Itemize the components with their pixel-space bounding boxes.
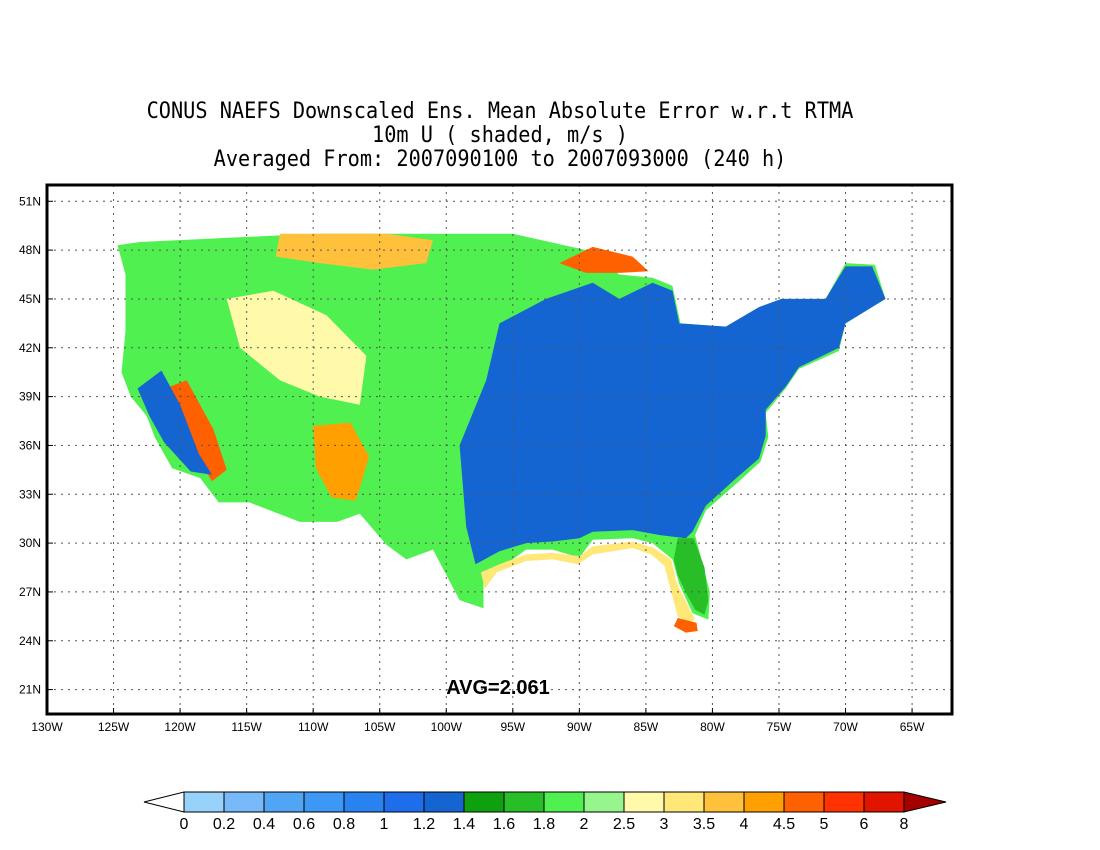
region-florida-keys-hotspot <box>673 618 698 633</box>
colorbar-label: 0.2 <box>213 816 235 833</box>
lon-tick-label: 105W <box>364 720 396 734</box>
map-frame-border <box>45 183 954 716</box>
colorbar-under-arrow <box>143 791 185 813</box>
colorbar-label: 0.4 <box>253 816 275 833</box>
title-line-3: Averaged From: 2007090100 to 2007093000 … <box>213 147 787 172</box>
colorbar-over-arrow <box>903 791 947 813</box>
colorbar-label: 0 <box>180 816 189 833</box>
colorbar-label: 1 <box>380 816 389 833</box>
lon-tick-label: 65W <box>900 720 925 734</box>
colorbar-box <box>183 791 225 813</box>
lon-tick-label: 100W <box>431 720 463 734</box>
colorbar-label: 8 <box>900 816 909 833</box>
colorbar-box <box>783 791 825 813</box>
lon-tick-label: 115W <box>231 720 262 734</box>
lon-tick-label: 120W <box>164 720 196 734</box>
region-rockies-mixed <box>226 290 367 405</box>
colorbar-label: 3 <box>660 816 669 833</box>
map-border <box>45 183 954 716</box>
colorbar-box <box>863 791 905 813</box>
colorbar-label: 2.5 <box>613 816 635 833</box>
lat-tick-label: 33N <box>19 487 41 501</box>
colorbar-box <box>503 791 545 813</box>
title-line-2: 10m U ( shaded, m/s ) <box>372 123 628 148</box>
lon-tick-label: 95W <box>500 720 525 734</box>
title-block: CONUS NAEFS Downscaled Ens. Mean Absolut… <box>0 100 1000 172</box>
colorbar-box <box>303 791 345 813</box>
colorbar-box <box>263 791 305 813</box>
colorbar-box <box>423 791 465 813</box>
colorbar-label: 0.8 <box>333 816 355 833</box>
colorbar-box <box>543 791 585 813</box>
lon-tick-label: 90W <box>567 720 592 734</box>
region-four-corners-hotspot <box>313 422 370 501</box>
colorbar-label: 1.2 <box>413 816 435 833</box>
colorbar-box <box>663 791 705 813</box>
colorbar-label: 5 <box>820 816 829 833</box>
colorbar-box <box>703 791 745 813</box>
colorbar-label: 6 <box>860 816 869 833</box>
lon-tick-label: 125W <box>98 720 130 734</box>
colorbar-label: 4.5 <box>773 816 795 833</box>
avg-label: AVG=2.061 <box>446 677 550 699</box>
colorbar-box <box>463 791 505 813</box>
lon-tick-label: 75W <box>767 720 792 734</box>
colorbar-boxes <box>143 791 947 813</box>
region-lake-superior-hotspot <box>559 246 649 273</box>
lon-tick-label: 110W <box>298 720 329 734</box>
colorbar-label: 1.8 <box>533 816 555 833</box>
lat-tick-label: 39N <box>19 390 41 404</box>
colorbar-box <box>743 791 785 813</box>
lat-tick-label: 27N <box>19 585 41 599</box>
colorbar-box <box>583 791 625 813</box>
lat-tick-label: 51N <box>19 194 41 208</box>
title-line-1: CONUS NAEFS Downscaled Ens. Mean Absolut… <box>146 99 854 124</box>
colorbar-label: 0.6 <box>293 816 315 833</box>
lat-tick-label: 48N <box>19 243 41 257</box>
colorbar-label: 2 <box>580 816 589 833</box>
region-montana-band <box>275 233 433 270</box>
colorbar-box <box>223 791 265 813</box>
lon-tick-label: 130W <box>31 720 63 734</box>
lat-tick-label: 30N <box>19 536 41 550</box>
colorbar-box <box>343 791 385 813</box>
lat-tick-label: 24N <box>19 634 41 648</box>
lat-tick-label: 42N <box>19 341 41 355</box>
colorbar-labels: 0 0.2 0.4 0.6 0.8 1 1.2 1.4 1.6 1.8 2 2.5 3 3.5 4 4.5 5 6… <box>180 816 909 833</box>
colorbar-label: 1.4 <box>453 816 475 833</box>
colorbar-box <box>383 791 425 813</box>
region-sierra-nevada-hotspot <box>169 380 227 482</box>
colorbar-box <box>823 791 865 813</box>
colorbar-label: 1.6 <box>493 816 515 833</box>
lat-tick-label: 45N <box>19 292 41 306</box>
lon-tick-label: 85W <box>634 720 659 734</box>
colorbar-label: 4 <box>740 816 749 833</box>
lat-tick-label: 21N <box>19 683 41 697</box>
lat-tick-label: 36N <box>19 438 41 452</box>
lon-tick-label: 80W <box>700 720 725 734</box>
colorbar-label: 3.5 <box>693 816 715 833</box>
region-florida-peninsula <box>673 538 709 615</box>
region-california-coast-blue <box>137 370 212 475</box>
lon-tick-label: 70W <box>833 720 858 734</box>
map-tick-labels: 130W 125W 120W 115W 110W 105W 100W 95W 90W 85W 80W… <box>19 194 925 734</box>
colorbar-box <box>623 791 665 813</box>
